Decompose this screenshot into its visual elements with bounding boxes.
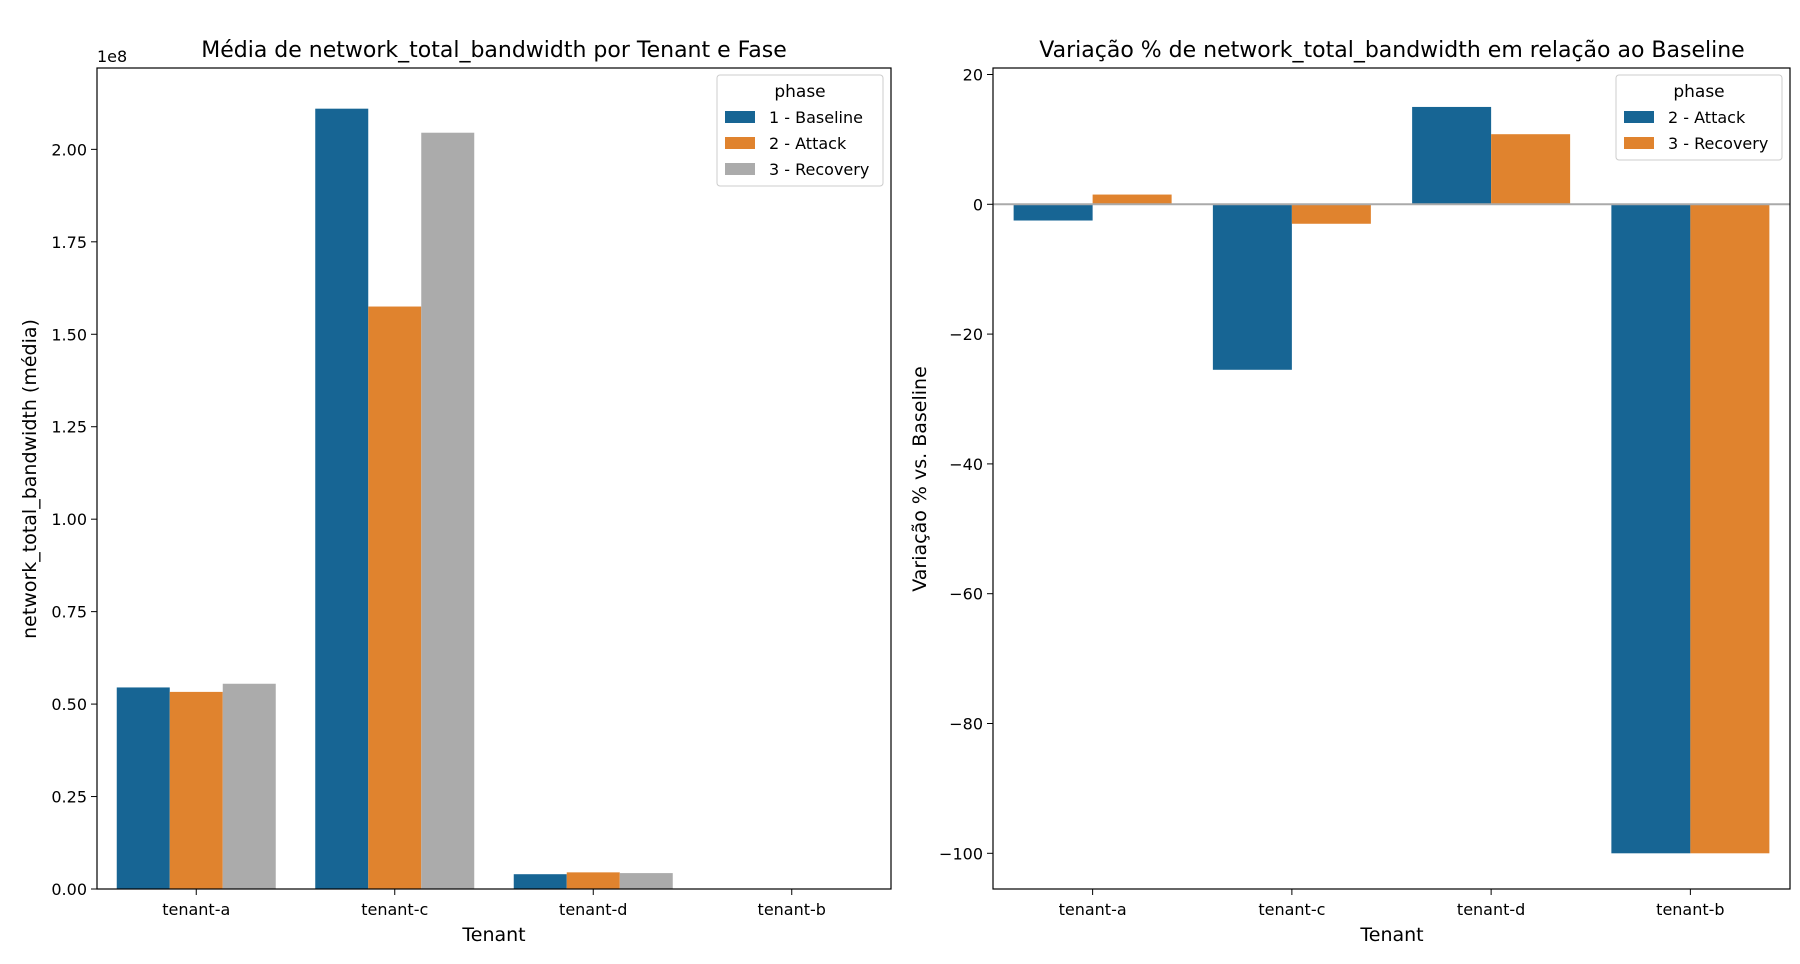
bar-tenant-c-series-3	[421, 132, 475, 889]
bar-tenant-a-series-3	[222, 683, 276, 889]
y-tick-label: 0.00	[51, 880, 87, 899]
chart-left-x-ticks: tenant-a tenant-c tenant-d tenant-b	[162, 889, 826, 919]
chart-left-x-axis-label: Tenant	[461, 924, 525, 946]
chart-right-legend: phase 2 - Attack 3 - Recovery	[1615, 74, 1783, 161]
legend-title: phase	[1673, 82, 1724, 102]
bar-tenant-d-series-2	[566, 872, 620, 889]
chart-right-bars	[993, 106, 1790, 854]
bar-tenant-d-series-1	[1412, 106, 1492, 205]
bar-tenant-b-series-2	[1690, 204, 1770, 854]
chart-left-plot-frame	[96, 67, 892, 890]
y-tick-label: 1.50	[51, 325, 87, 344]
chart-right-y-axis-label: Variação % vs. Baseline	[909, 366, 931, 592]
x-tick-label: tenant-a	[1059, 900, 1127, 919]
legend-swatch	[725, 137, 755, 149]
y-tick-label: 1.25	[51, 418, 87, 437]
legend-swatch	[725, 111, 755, 123]
y-tick-label: −80	[949, 715, 983, 734]
y-tick-label: 0.50	[51, 695, 87, 714]
chart-right-x-axis-label: Tenant	[1359, 924, 1423, 946]
bar-tenant-a-series-2	[1092, 194, 1172, 205]
legend-frame	[1615, 74, 1783, 161]
bar-tenant-c-series-1	[315, 108, 369, 890]
x-tick-label: tenant-c	[361, 900, 428, 919]
y-tick-label: 0	[973, 195, 983, 214]
x-tick-label: tenant-b	[1656, 900, 1724, 919]
bar-tenant-d-series-1	[513, 874, 567, 889]
y-tick-label: 20	[963, 65, 983, 84]
y-tick-label: −60	[949, 585, 983, 604]
x-tick-label: tenant-d	[559, 900, 627, 919]
chart-left-y-offset-label: 1e8	[97, 47, 127, 66]
x-tick-label: tenant-b	[758, 900, 826, 919]
bar-tenant-d-series-2	[1491, 134, 1571, 205]
y-tick-label: 0.75	[51, 603, 87, 622]
chart-left-y-ticks: 0.00 0.25 0.50 0.75 1.00 1.25 1.50 1.75 2.00	[51, 140, 97, 899]
chart-left: Média de network_total_bandwidth por Ten…	[19, 38, 892, 946]
legend-swatch	[1624, 137, 1654, 149]
y-tick-label: 2.00	[51, 140, 87, 159]
chart-right-y-ticks: 20 0 −20 −40 −60 −80 −100	[939, 65, 993, 863]
y-tick-label: −20	[949, 325, 983, 344]
bar-tenant-c-series-1	[1212, 204, 1292, 370]
legend-label: 1 - Baseline	[769, 108, 863, 127]
x-tick-label: tenant-a	[162, 900, 230, 919]
bar-tenant-a-series-1	[1013, 204, 1093, 221]
bar-tenant-c-series-2	[1291, 204, 1371, 224]
legend-label: 2 - Attack	[769, 134, 847, 153]
y-tick-label: −40	[949, 455, 983, 474]
chart-right: Variação % de network_total_bandwidth em…	[909, 38, 1791, 946]
bar-tenant-d-series-3	[619, 873, 673, 889]
y-tick-label: 1.00	[51, 510, 87, 529]
chart-right-x-ticks: tenant-a tenant-c tenant-d tenant-b	[1059, 889, 1725, 919]
chart-left-legend: phase 1 - Baseline 2 - Attack 3 - Recovery	[716, 74, 884, 187]
bar-tenant-b-series-1	[1611, 204, 1691, 854]
x-tick-label: tenant-c	[1258, 900, 1325, 919]
legend-label: 3 - Recovery	[1668, 134, 1768, 153]
chart-left-y-axis-label: network_total_bandwidth (média)	[19, 319, 41, 639]
legend-title: phase	[774, 82, 825, 102]
legend-frame	[716, 74, 884, 187]
bar-tenant-c-series-2	[368, 306, 422, 889]
chart-right-plot-frame	[992, 67, 1791, 890]
y-tick-label: −100	[939, 844, 983, 863]
legend-label: 2 - Attack	[1668, 108, 1746, 127]
bar-tenant-a-series-1	[116, 687, 170, 889]
x-tick-label: tenant-d	[1457, 900, 1525, 919]
chart-left-bars	[116, 108, 673, 890]
chart-left-title: Média de network_total_bandwidth por Ten…	[201, 38, 787, 63]
chart-right-title: Variação % de network_total_bandwidth em…	[1039, 38, 1744, 63]
bar-tenant-a-series-2	[169, 691, 223, 889]
legend-swatch	[1624, 111, 1654, 123]
legend-swatch	[725, 163, 755, 175]
y-tick-label: 0.25	[51, 788, 87, 807]
legend-label: 3 - Recovery	[769, 160, 869, 179]
y-tick-label: 1.75	[51, 233, 87, 252]
